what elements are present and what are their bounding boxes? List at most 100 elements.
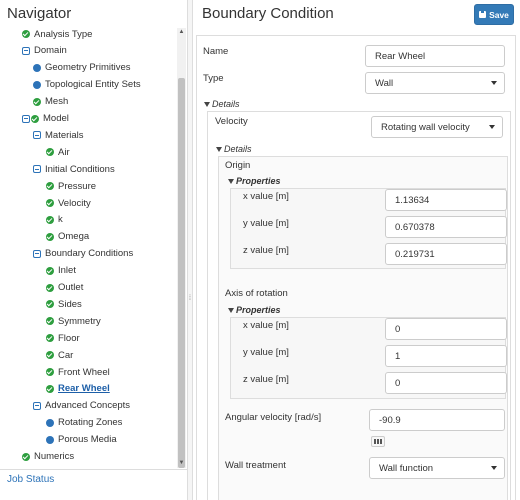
type-select-value: Wall (375, 77, 394, 89)
origin-properties-label: Properties (236, 176, 281, 186)
axis-properties-toggle[interactable]: Properties (228, 305, 281, 315)
tree-item[interactable]: Pressure (46, 178, 96, 194)
tree-item[interactable]: Domain (22, 43, 67, 59)
splitter-grip-icon[interactable]: ⁞ (189, 295, 191, 302)
tree-item-label: Boundary Conditions (45, 248, 134, 260)
dot-icon (33, 63, 41, 72)
velocity-details-toggle[interactable]: Details (216, 144, 252, 154)
tree-item-label: Omega (58, 231, 90, 243)
floppy-disk-icon (479, 11, 487, 18)
axis-z-label: z value [m] (243, 374, 289, 385)
velocity-select[interactable]: Rotating wall velocity (371, 116, 503, 138)
check-icon (46, 232, 54, 241)
tree-item-label: Car (58, 349, 74, 361)
collapse-check-icon[interactable] (22, 114, 39, 123)
collapse-triangle-icon (204, 101, 210, 107)
origin-y-label: y value [m] (243, 218, 289, 229)
axis-y-field[interactable]: 1 (385, 345, 507, 367)
origin-y-field[interactable]: 0.670378 (385, 216, 507, 238)
tree-item[interactable]: Geometry Primitives (33, 60, 131, 76)
tree-item[interactable]: Mesh (33, 94, 68, 110)
tree-item[interactable]: k (46, 212, 63, 228)
collapse-icon[interactable] (33, 249, 41, 258)
name-field[interactable]: Rear Wheel (365, 45, 505, 67)
collapse-icon[interactable] (22, 46, 30, 55)
tree-item-label: Domain (34, 45, 67, 57)
tree-item[interactable]: Air (46, 144, 70, 160)
collapse-icon[interactable] (33, 165, 41, 174)
collapse-triangle-icon (228, 178, 234, 184)
scrollbar-thumb[interactable] (178, 78, 185, 468)
wall-treatment-select[interactable]: Wall function (369, 457, 505, 479)
tree-item[interactable]: Symmetry (46, 313, 101, 329)
axis-x-field[interactable]: 0 (385, 318, 507, 340)
tree-item[interactable]: Advanced Concepts (33, 398, 130, 414)
tree-item-label: Air (58, 146, 70, 158)
navigator-scrollbar[interactable]: ▲ ▼ (177, 28, 186, 468)
tree-item-label: Materials (45, 129, 84, 141)
type-label: Type (203, 73, 224, 84)
tree-item[interactable]: Initial Conditions (33, 161, 115, 177)
tree-item[interactable]: Rotating Zones (46, 415, 122, 431)
tree-item[interactable]: Rear Wheel (46, 381, 110, 397)
origin-z-field[interactable]: 0.219731 (385, 243, 507, 265)
axis-properties-box: x value [m] 0 y value [m] 1 z value [m] … (230, 317, 507, 399)
collapse-icon[interactable] (22, 114, 30, 123)
tree-item[interactable]: Materials (33, 127, 84, 143)
calculator-icon (374, 439, 382, 444)
details-box: Velocity Rotating wall velocity Details … (207, 111, 511, 500)
tree-item[interactable]: Topological Entity Sets (33, 77, 141, 93)
navigator-tree: Analysis Type Domain Geometry Primitives To… (0, 28, 177, 468)
tree-item[interactable]: Velocity (46, 195, 91, 211)
check-icon (46, 351, 54, 360)
origin-properties-toggle[interactable]: Properties (228, 176, 281, 186)
scroll-down-icon[interactable]: ▼ (178, 460, 185, 466)
navigator-title: Navigator (7, 5, 72, 22)
save-button[interactable]: Save (474, 4, 514, 25)
tree-item[interactable]: Simulation Control (22, 465, 112, 469)
dot-icon (46, 435, 54, 444)
check-icon (46, 182, 54, 191)
tree-item[interactable]: Porous Media (46, 432, 117, 448)
check-icon (46, 215, 54, 224)
angular-velocity-field[interactable]: -90.9 (369, 409, 505, 431)
check-icon (46, 317, 54, 326)
scroll-up-icon[interactable]: ▲ (178, 29, 185, 35)
tree-item[interactable]: Floor (46, 330, 80, 346)
tree-item[interactable]: Model (22, 111, 69, 127)
collapse-icon[interactable] (33, 131, 41, 140)
tree-item-label: Inlet (58, 265, 76, 277)
calculator-button[interactable] (371, 436, 385, 447)
collapse-icon[interactable] (33, 401, 41, 410)
collapse-triangle-icon (228, 307, 234, 313)
details-toggle[interactable]: Details (204, 99, 240, 109)
type-select[interactable]: Wall (365, 72, 505, 94)
tree-item-label: Porous Media (58, 434, 117, 446)
tree-item[interactable]: Analysis Type (22, 28, 92, 42)
job-status-link[interactable]: Job Status (0, 469, 187, 500)
tree-item-label: Initial Conditions (45, 163, 115, 175)
origin-x-field[interactable]: 1.13634 (385, 189, 507, 211)
tree-item-label: Geometry Primitives (45, 62, 131, 74)
tree-item[interactable]: Inlet (46, 263, 76, 279)
tree-item[interactable]: Car (46, 347, 73, 363)
chevron-down-icon (491, 81, 497, 85)
axis-properties-label: Properties (236, 305, 281, 315)
panel-splitter[interactable]: ⁞ (187, 0, 193, 500)
tree-item[interactable]: Omega (46, 229, 89, 245)
details-label: Details (212, 99, 240, 109)
dot-icon (46, 418, 54, 427)
tree-item-label: Pressure (58, 180, 97, 192)
tree-item[interactable]: Boundary Conditions (33, 246, 133, 262)
tree-item[interactable]: Front Wheel (46, 364, 110, 380)
axis-z-field[interactable]: 0 (385, 372, 507, 394)
tree-item-label: Topological Entity Sets (45, 79, 141, 91)
tree-item-label: Rotating Zones (58, 417, 123, 429)
check-icon (46, 148, 54, 157)
tree-item[interactable]: Sides (46, 296, 82, 312)
tree-item[interactable]: Numerics (22, 449, 74, 465)
velocity-details-box: Origin Properties x value [m] 1.13634 y … (218, 156, 508, 500)
wall-treatment-select-value: Wall function (379, 462, 434, 474)
tree-item[interactable]: Outlet (46, 280, 83, 296)
tree-item-label: Front Wheel (58, 366, 110, 378)
